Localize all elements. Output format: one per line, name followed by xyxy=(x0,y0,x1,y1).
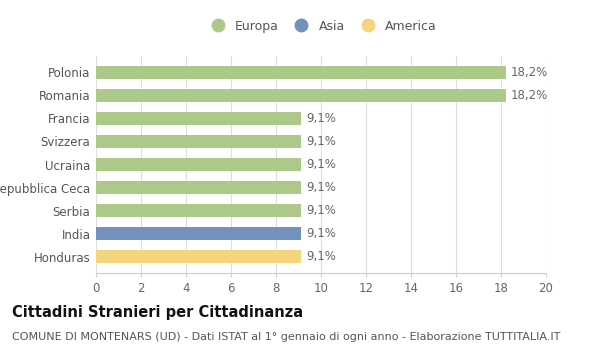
Bar xyxy=(96,204,301,217)
Text: 9,1%: 9,1% xyxy=(307,204,336,217)
Text: 18,2%: 18,2% xyxy=(511,89,548,102)
Text: 9,1%: 9,1% xyxy=(307,181,336,194)
Bar xyxy=(96,251,301,263)
Bar xyxy=(96,181,301,194)
Text: 9,1%: 9,1% xyxy=(307,250,336,263)
Bar xyxy=(96,112,301,125)
Text: 9,1%: 9,1% xyxy=(307,227,336,240)
Text: COMUNE DI MONTENARS (UD) - Dati ISTAT al 1° gennaio di ogni anno - Elaborazione : COMUNE DI MONTENARS (UD) - Dati ISTAT al… xyxy=(12,332,560,343)
Legend: Europa, Asia, America: Europa, Asia, America xyxy=(200,14,442,37)
Text: 9,1%: 9,1% xyxy=(307,135,336,148)
Bar xyxy=(96,135,301,148)
Text: 9,1%: 9,1% xyxy=(307,112,336,125)
Text: 18,2%: 18,2% xyxy=(511,66,548,79)
Bar xyxy=(96,158,301,171)
Text: Cittadini Stranieri per Cittadinanza: Cittadini Stranieri per Cittadinanza xyxy=(12,304,303,320)
Text: 9,1%: 9,1% xyxy=(307,158,336,171)
Bar xyxy=(96,89,505,102)
Bar xyxy=(96,228,301,240)
Bar xyxy=(96,66,505,78)
